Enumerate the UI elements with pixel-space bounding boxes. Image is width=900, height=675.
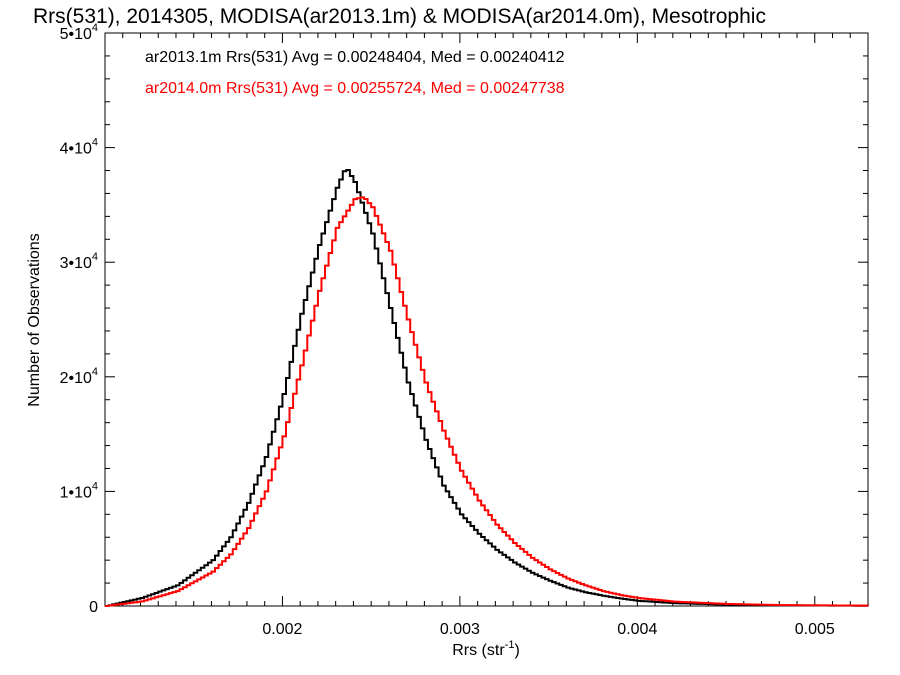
plot-frame: [104, 32, 869, 607]
series-line-ar2014.0m: [105, 196, 869, 607]
x-axis-title: Rrs (str-1): [452, 639, 520, 659]
axis-ticks: 0.002 0.003 0.004 0.005 0 1•104 2•104 3•104 4•10…: [60, 22, 868, 638]
y-tick-label: 2•104: [60, 366, 98, 387]
chart-title: Rrs(531), 2014305, MODISA(ar2013.1m) & M…: [33, 5, 766, 28]
x-tick-label: 0.003: [440, 621, 480, 638]
series-layer: [105, 169, 869, 607]
legend-entry-ar2013: ar2013.1m Rrs(531) Avg = 0.00248404, Med…: [145, 49, 565, 66]
y-tick-label: 3•104: [60, 251, 98, 272]
legend: ar2013.1m Rrs(531) Avg = 0.00248404, Med…: [145, 49, 565, 97]
x-tick-label: 0.002: [262, 621, 302, 638]
x-tick-label: 0.004: [617, 621, 657, 638]
y-tick-label: 5•104: [60, 22, 98, 43]
series-line-ar2013.1m: [105, 169, 869, 607]
y-axis-title: Number of Observations: [26, 233, 43, 406]
y-tick-label: 4•104: [60, 137, 98, 158]
x-tick-label: 0.005: [795, 621, 835, 638]
y-tick-label: 1•104: [60, 480, 98, 501]
y-tick-label: 0: [89, 599, 98, 616]
legend-entry-ar2014: ar2014.0m Rrs(531) Avg = 0.00255724, Med…: [145, 80, 565, 97]
